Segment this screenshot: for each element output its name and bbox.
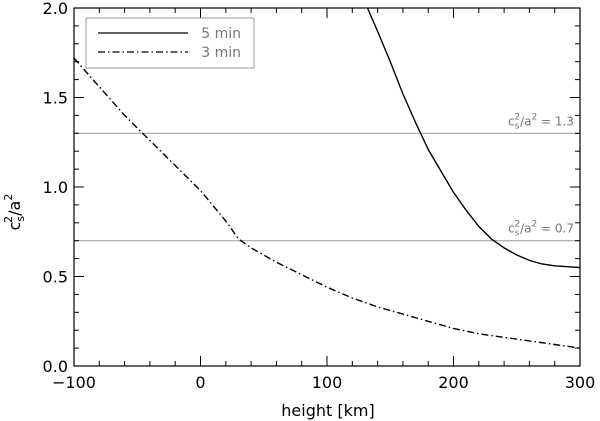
reference-label-base: c bbox=[508, 222, 515, 236]
y-axis-label-base: c bbox=[5, 222, 24, 231]
reference-line-label: cs2/a2 = 1.3 bbox=[508, 112, 574, 131]
reference-label-sup: 2 bbox=[514, 220, 520, 230]
y-axis-label-mid: /a bbox=[5, 201, 24, 216]
series-line bbox=[366, 7, 581, 269]
axes: −100 0 100 200 300 0.0 0.5 1.0 1.5 2.0 bbox=[43, 0, 596, 392]
reference-label-sub: s bbox=[515, 121, 520, 131]
reference-label-sub: s bbox=[515, 229, 520, 239]
reference-label-value: = 1.3 bbox=[537, 114, 574, 128]
reference-label-value: = 0.7 bbox=[537, 222, 574, 236]
reference-line-label: cs2/a2 = 0.7 bbox=[508, 220, 574, 239]
y-axis-label-sup1: 2 bbox=[2, 216, 15, 223]
y-tick-label: 1.5 bbox=[43, 89, 68, 108]
series-layer bbox=[73, 7, 581, 349]
reference-label-sup: 2 bbox=[514, 112, 520, 122]
legend: 5 min 3 min bbox=[85, 17, 255, 69]
legend-label: 3 min bbox=[201, 45, 241, 61]
y-tick-label: 2.0 bbox=[43, 0, 68, 18]
y-tick-label: 0.5 bbox=[43, 268, 68, 287]
x-tick-label: 100 bbox=[312, 373, 343, 392]
y-axis-label: cs2/a2 bbox=[2, 194, 27, 231]
y-tick-label: 0.0 bbox=[43, 357, 68, 376]
reference-label-sup: 2 bbox=[531, 112, 537, 122]
legend-label: 5 min bbox=[201, 26, 241, 42]
y-axis-label-sub: s bbox=[14, 216, 27, 222]
reference-label-sup: 2 bbox=[531, 220, 537, 230]
x-tick-label: 200 bbox=[438, 373, 469, 392]
x-tick-label: −100 bbox=[52, 373, 96, 392]
reference-label-mid: /a bbox=[520, 114, 531, 128]
x-axis-label: height [km] bbox=[281, 401, 374, 420]
reference-label-base: c bbox=[508, 114, 515, 128]
y-tick-label: 1.0 bbox=[43, 178, 68, 197]
reference-label-mid: /a bbox=[520, 222, 531, 236]
legend-box bbox=[85, 17, 255, 69]
x-tick-label: 300 bbox=[565, 373, 596, 392]
series-line bbox=[73, 57, 581, 349]
x-tick-label: 0 bbox=[195, 373, 205, 392]
y-axis-label-sup2: 2 bbox=[2, 194, 15, 201]
